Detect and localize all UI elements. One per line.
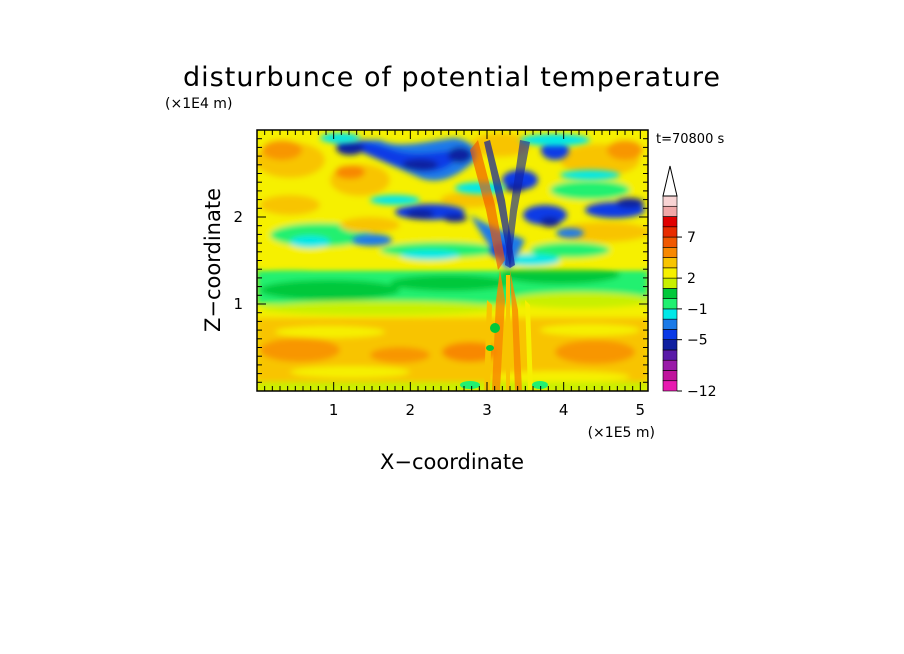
colorbar-swatch — [662, 216, 678, 228]
colorbar-swatch — [662, 380, 678, 392]
colorbar-swatch — [662, 339, 678, 351]
central-wave-structure — [460, 140, 548, 390]
x-axis-label: X−coordinate — [380, 450, 524, 474]
colorbar-swatch — [662, 205, 678, 217]
colorbar-label: −5 — [687, 333, 708, 349]
colorbar: −12−5−127 — [662, 165, 717, 400]
colorbar-swatch — [662, 349, 678, 361]
colorbar-label: 7 — [687, 230, 696, 246]
colorbar-swatch — [662, 288, 678, 299]
mid-green-band — [257, 264, 648, 315]
x-tick-label: 2 — [406, 401, 416, 419]
y-tick-label: 2 — [233, 208, 243, 226]
colorbar-swatch — [662, 370, 678, 382]
colorbar-swatch — [662, 359, 678, 371]
colorbar-swatch — [662, 298, 678, 310]
x-tick-label: 1 — [329, 401, 339, 419]
colorbar-swatch — [662, 257, 678, 269]
colorbar-label: −12 — [687, 384, 717, 400]
lower-warm-layer — [257, 318, 648, 391]
y-unit-label: (×1E4 m) — [165, 96, 232, 112]
x-tick-label: 5 — [636, 401, 646, 419]
colorbar-swatch — [662, 267, 678, 279]
colorbar-swatch — [662, 247, 678, 258]
colorbar-swatch — [662, 308, 678, 320]
y-axis-label: Z−coordinate — [201, 188, 225, 332]
colorbar-extend-arrow — [662, 165, 678, 197]
colorbar-label: 2 — [687, 271, 696, 287]
cyan-fringes — [320, 133, 620, 205]
contour-field — [257, 130, 648, 391]
colorbar-swatch — [662, 236, 678, 248]
y-tick-label: 1 — [233, 295, 243, 313]
colorbar-swatch — [662, 329, 678, 340]
time-label: t=70800 s — [656, 132, 724, 147]
plot-axes: 1 2 3 4 5 1 2 — [233, 129, 649, 419]
colorbar-label: −1 — [687, 302, 708, 318]
colorbar-swatch — [662, 195, 678, 207]
x-tick-label: 3 — [482, 401, 492, 419]
colorbar-swatch — [662, 277, 678, 289]
upper-layer — [257, 130, 648, 270]
x-tick-label: 4 — [559, 401, 569, 419]
x-unit-label: (×1E5 m) — [588, 425, 655, 441]
chart-title: disturbunce of potential temperature — [183, 62, 721, 93]
colorbar-swatch — [662, 226, 678, 238]
colorbar-swatch — [662, 318, 678, 330]
